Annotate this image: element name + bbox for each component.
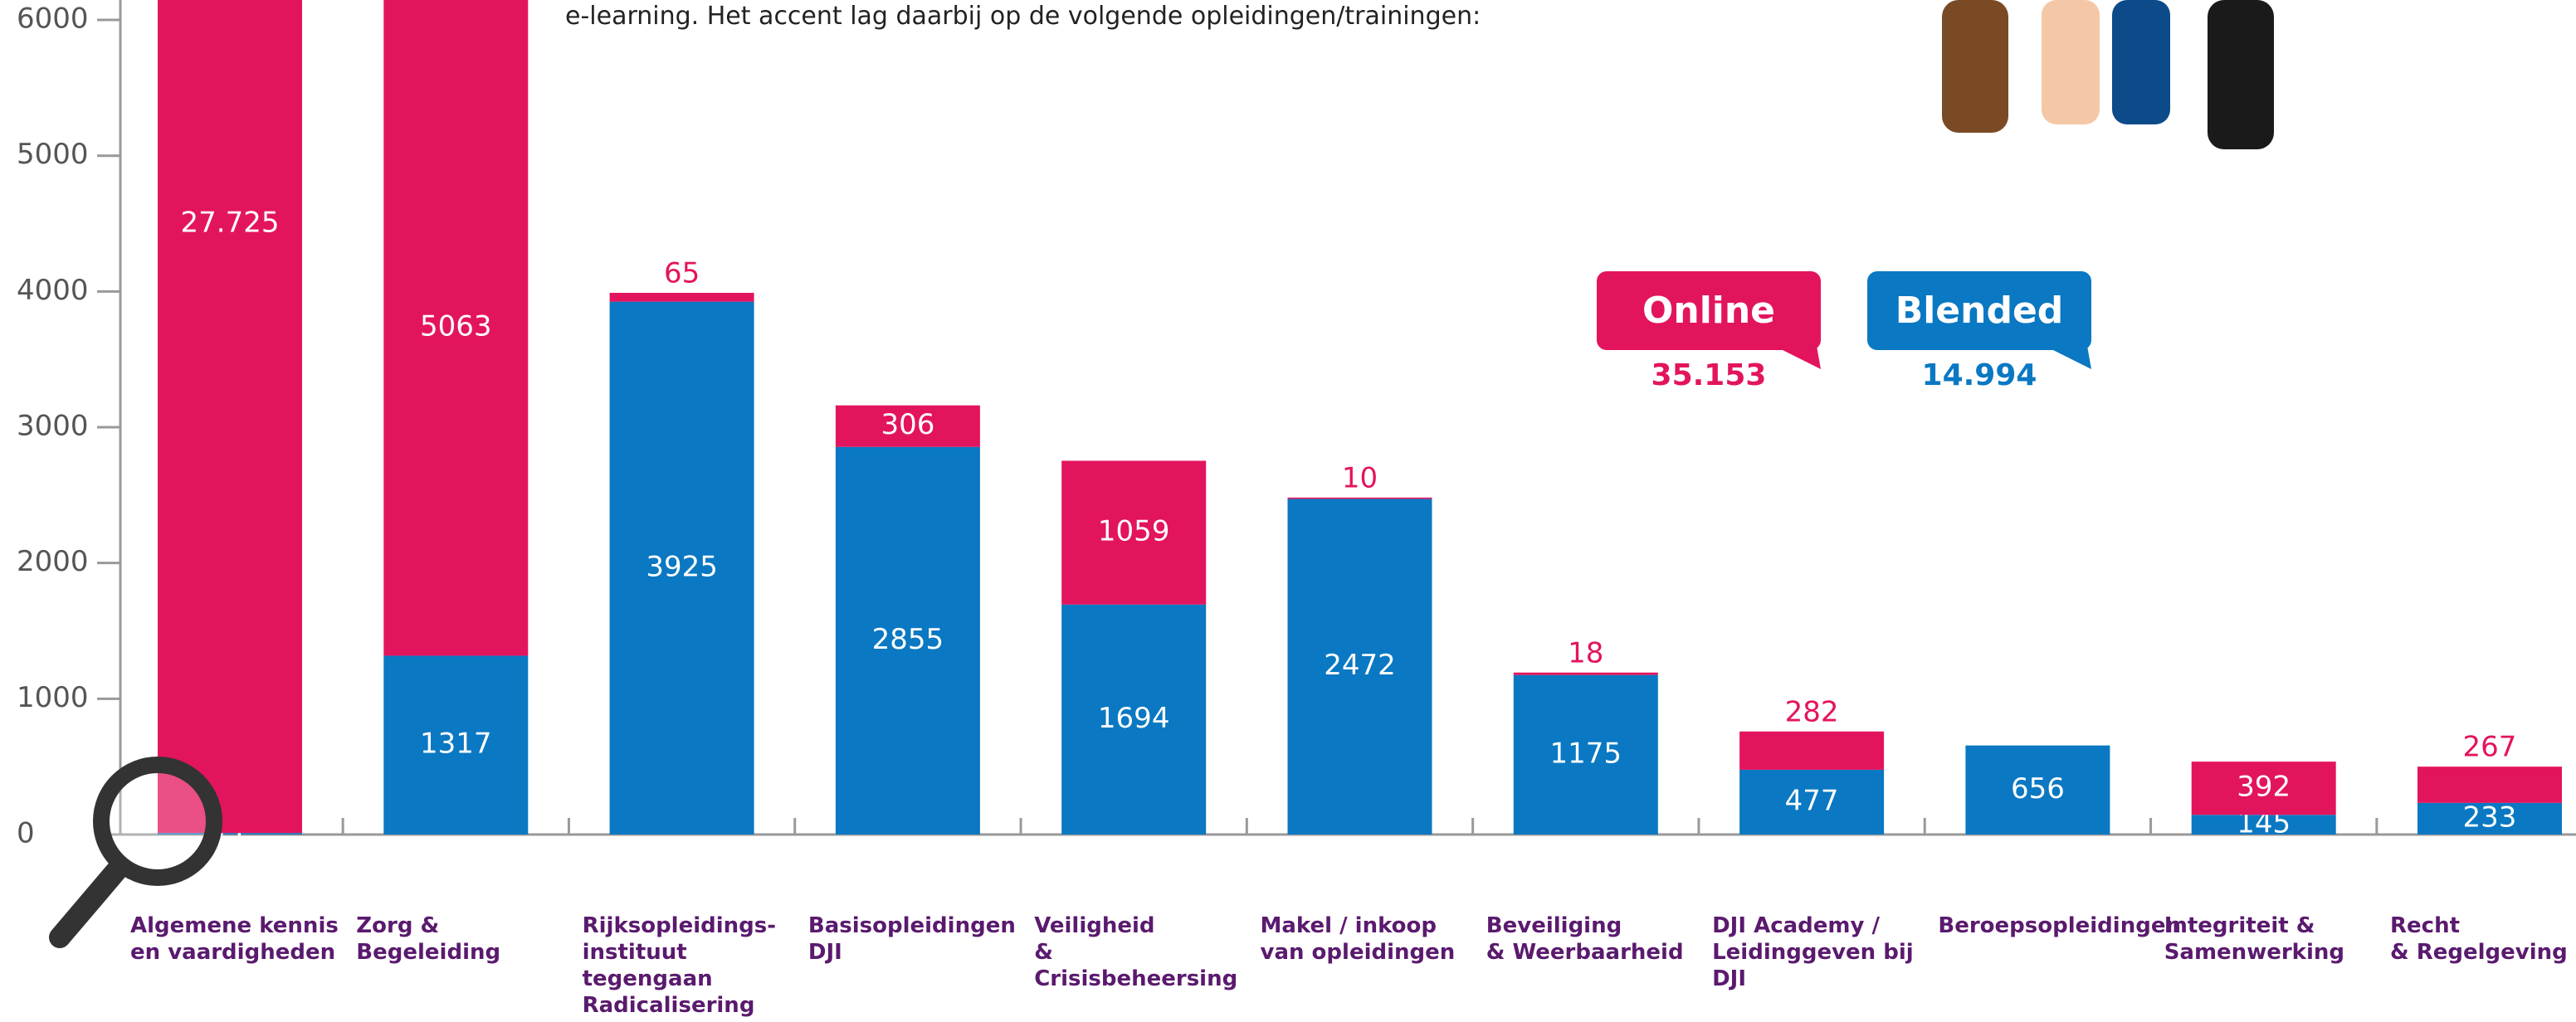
magnifier-icon xyxy=(60,765,214,937)
legend-item: Online xyxy=(1597,271,1821,350)
y-tick-label: 2000 xyxy=(17,545,89,578)
x-tick-label: Rijksopleidings- instituut tegengaan Rad… xyxy=(583,912,798,1019)
y-tick-label: 3000 xyxy=(17,410,89,443)
x-tick-label: Beroepsopleidingen xyxy=(1938,912,2154,939)
data-label: 282 xyxy=(1785,695,1839,728)
data-label: 1694 xyxy=(1098,702,1170,735)
legend-item: Blended xyxy=(1867,271,2091,350)
data-label: 1059 xyxy=(1098,515,1170,548)
data-label: 1175 xyxy=(1550,737,1622,770)
y-tick-label: 4000 xyxy=(17,274,89,307)
bar-segment xyxy=(2417,766,2562,803)
data-label: 392 xyxy=(2237,771,2291,804)
y-tick-label: 1000 xyxy=(17,681,89,714)
y-tick-label: 5000 xyxy=(17,138,89,171)
data-label: 2472 xyxy=(1324,649,1396,682)
data-label: 233 xyxy=(2463,801,2517,834)
bar-segment xyxy=(610,293,754,302)
legend-total: 14.994 xyxy=(1867,358,2091,392)
x-tick-label: Basisopleidingen DJI xyxy=(808,912,1024,966)
data-label: 10 xyxy=(1342,461,1378,494)
y-tick-label: 0 xyxy=(17,817,35,850)
data-label: 5063 xyxy=(420,310,492,343)
data-label: 3925 xyxy=(646,550,718,583)
data-label: 477 xyxy=(1785,784,1839,817)
bar-segment xyxy=(1514,673,1658,675)
data-label: 267 xyxy=(2463,731,2517,764)
intro-text: e-learning. Het accent lag daarbij op de… xyxy=(565,2,1481,31)
bar-segment xyxy=(1288,498,1432,499)
data-label: 2855 xyxy=(872,623,944,656)
data-label: 18 xyxy=(1568,636,1603,669)
data-label: 306 xyxy=(881,408,934,441)
people-illustration xyxy=(1942,0,2274,149)
bar-segment xyxy=(158,0,302,833)
x-tick-label: Algemene kennis en vaardigheden xyxy=(130,912,346,966)
magnifier-lens xyxy=(101,765,214,878)
x-tick-label: Makel / inkoop van opleidingen xyxy=(1261,912,1476,966)
chart: 01000200030004000500060001127.7251317506… xyxy=(0,0,2576,1022)
data-label: 656 xyxy=(2011,772,2065,805)
x-tick-label: Integriteit & Samenwerking xyxy=(2164,912,2380,966)
page: 01000200030004000500060001127.7251317506… xyxy=(0,0,2576,1022)
x-tick-label: Veiligheid & Crisisbeheersing xyxy=(1034,912,1250,992)
data-label: 65 xyxy=(664,257,700,290)
data-label: 1317 xyxy=(420,728,492,761)
bar-segment xyxy=(1739,732,1884,770)
x-tick-label: Recht & Regelgeving xyxy=(2390,912,2576,966)
x-tick-label: Zorg & Begeleiding xyxy=(356,912,572,966)
x-tick-label: DJI Academy / Leidinggeven bij DJI xyxy=(1712,912,1928,992)
y-tick-label: 6000 xyxy=(17,2,89,36)
magnifier-handle xyxy=(60,871,116,937)
legend-total: 35.153 xyxy=(1597,358,1821,392)
data-label: 27.725 xyxy=(181,207,280,240)
x-tick-label: Beveiliging & Weerbaarheid xyxy=(1486,912,1702,966)
